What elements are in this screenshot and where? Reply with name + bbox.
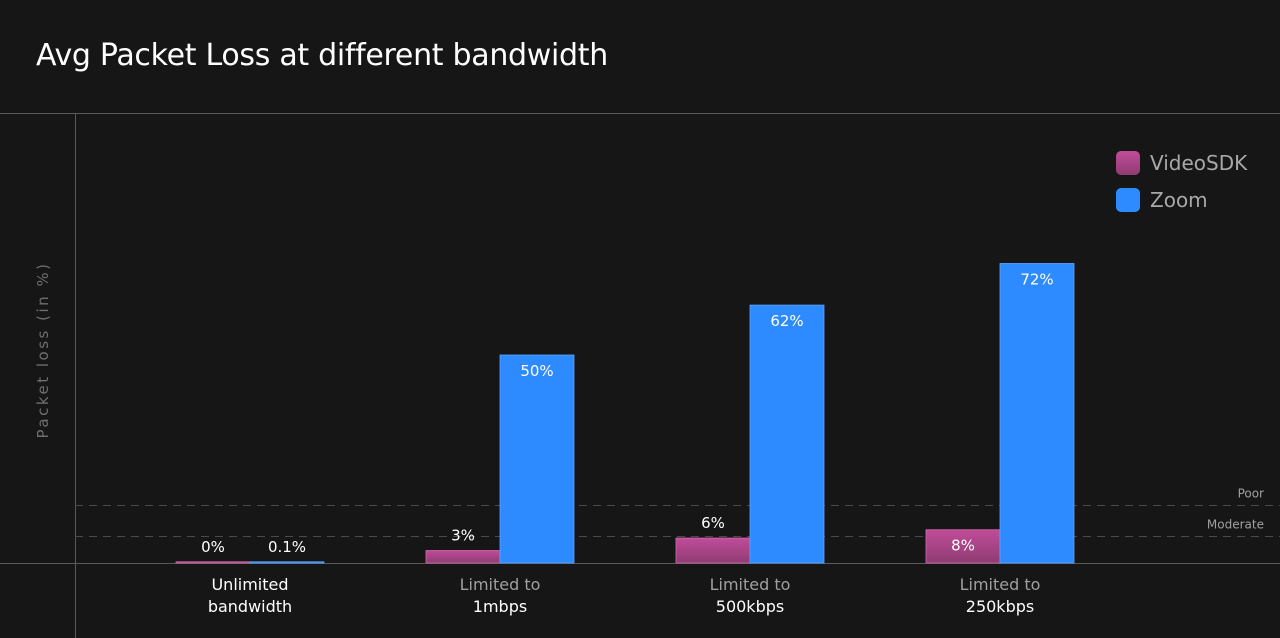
category-label-3-line-1: 250kbps bbox=[966, 597, 1034, 616]
category-label-3-line-0: Limited to bbox=[960, 575, 1041, 594]
bar-videosdk-0 bbox=[175, 561, 251, 564]
reference-label-moderate: Moderate bbox=[1207, 518, 1264, 532]
reference-label-poor: Poor bbox=[1238, 487, 1264, 501]
y-axis-label: Packet loss (in %) bbox=[34, 262, 52, 439]
category-label-1-line-1: 1mbps bbox=[473, 597, 527, 616]
data-label-videosdk-0: 0% bbox=[201, 538, 225, 556]
legend-swatch-zoom bbox=[1116, 188, 1140, 212]
data-label-videosdk-1: 3% bbox=[451, 527, 475, 545]
data-label-zoom-1: 50% bbox=[520, 362, 553, 380]
data-label-zoom-0: 0.1% bbox=[268, 538, 306, 556]
bar-videosdk-2 bbox=[675, 537, 751, 564]
bar-zoom-3 bbox=[999, 263, 1075, 564]
category-label-0-line-1: bandwidth bbox=[208, 597, 292, 616]
category-label-0-line-0: Unlimited bbox=[211, 575, 288, 594]
bar-videosdk-1 bbox=[425, 550, 501, 564]
legend-swatch-videosdk bbox=[1116, 151, 1140, 175]
bar-zoom-0 bbox=[249, 561, 325, 564]
legend[interactable]: VideoSDK Zoom bbox=[1116, 151, 1248, 212]
category-label-2-line-0: Limited to bbox=[710, 575, 791, 594]
chart-title: Avg Packet Loss at different bandwidth bbox=[36, 38, 608, 73]
category-label-2-line-1: 500kbps bbox=[716, 597, 784, 616]
bars-group bbox=[175, 263, 1075, 564]
bar-zoom-1 bbox=[499, 354, 575, 564]
labels-group: 0% 0.1% Unlimited bandwidth 3% 50% Limited to 1… bbox=[201, 270, 1054, 616]
category-label-1-line-0: Limited to bbox=[460, 575, 541, 594]
bar-videosdk-3 bbox=[925, 529, 1001, 564]
data-label-zoom-3: 72% bbox=[1020, 270, 1053, 288]
bar-zoom-2 bbox=[749, 304, 825, 564]
legend-label-zoom: Zoom bbox=[1150, 188, 1208, 212]
data-label-videosdk-2: 6% bbox=[701, 514, 725, 532]
data-label-zoom-2: 62% bbox=[770, 312, 803, 330]
legend-label-videosdk: VideoSDK bbox=[1150, 151, 1248, 175]
data-label-videosdk-3: 8% bbox=[951, 537, 975, 555]
